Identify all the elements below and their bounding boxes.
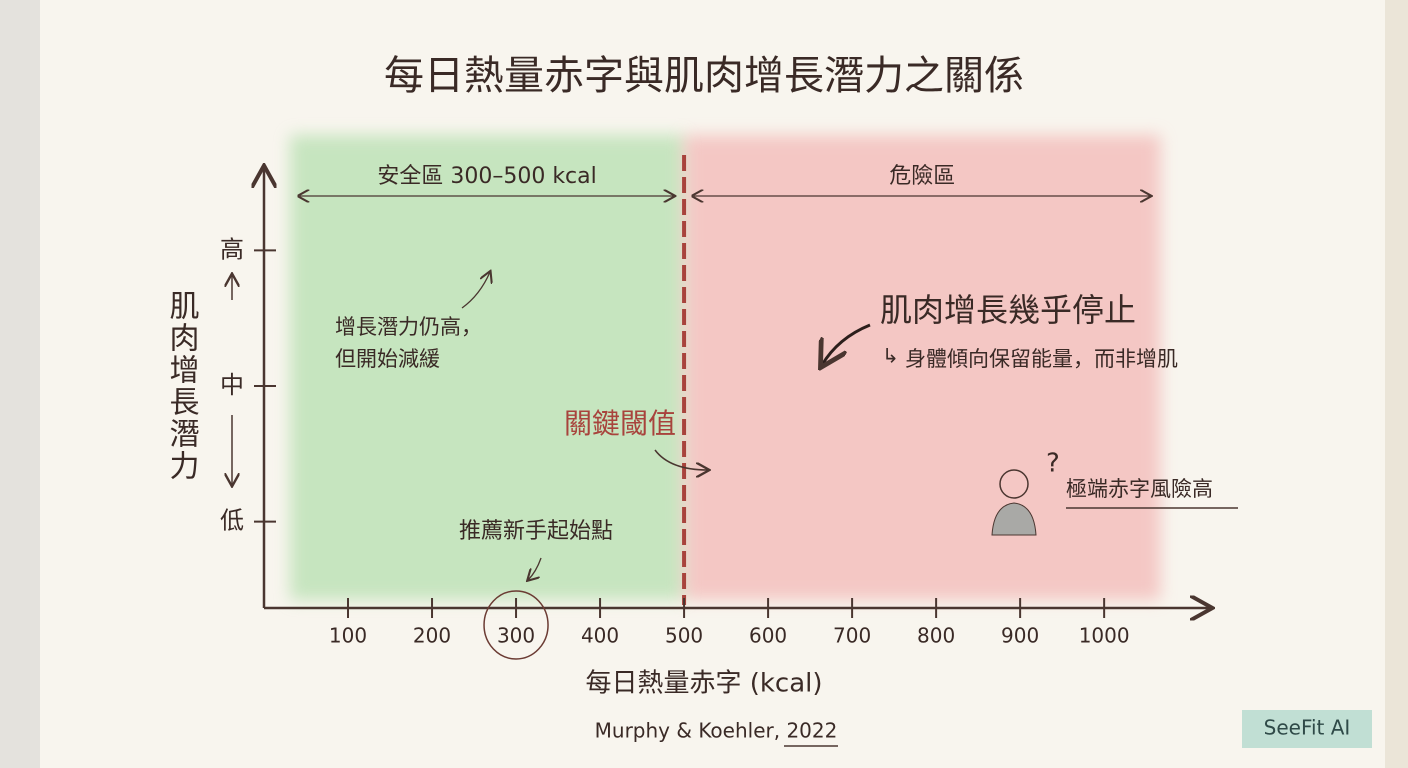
- x-tick-label: 200: [413, 624, 451, 648]
- page-edge: [1385, 0, 1408, 768]
- annotation: 肌肉增長幾乎停止: [880, 291, 1136, 329]
- person-body: [991, 502, 1037, 536]
- annotation: 增長潛力仍高，: [335, 315, 482, 339]
- x-tick-label: 1000: [1079, 624, 1130, 648]
- question-mark: ?: [1046, 449, 1060, 479]
- annotation: 極端赤字風險高: [1066, 477, 1213, 501]
- x-tick-label: 300: [497, 624, 535, 648]
- regions: [290, 135, 1161, 600]
- x-tick-label: 500: [665, 624, 703, 648]
- x-tick-label: 800: [917, 624, 955, 648]
- highlight-circle: [483, 590, 549, 660]
- y-tick-label: 高: [220, 235, 244, 263]
- region: [290, 135, 685, 600]
- highlight-arrow: [528, 557, 542, 580]
- y-axis-label: 肌肉增長潛力: [164, 290, 199, 482]
- x-tick-label: 400: [581, 624, 619, 648]
- region: [684, 135, 1161, 600]
- y-tick-label: 中: [220, 371, 244, 399]
- y-tick-label: 低: [220, 507, 244, 535]
- watermark: SeeFit AI: [1264, 716, 1351, 740]
- person-head: [999, 469, 1029, 499]
- annotation-arrow: [822, 323, 871, 365]
- binding: [0, 0, 40, 768]
- x-axis-label: 每日熱量赤字 (kcal): [585, 669, 822, 699]
- x-tick-label: 900: [1001, 624, 1039, 648]
- watermark-bg: [1242, 710, 1372, 748]
- x-tick-label: 600: [749, 624, 787, 648]
- threshold-label: 關鍵閾值: [564, 407, 676, 440]
- annotation-arrow: [461, 272, 490, 309]
- citation: Murphy & Koehler, 2022: [595, 719, 838, 743]
- x-tick-label: 700: [833, 624, 871, 648]
- x-tick-label: 100: [329, 624, 367, 648]
- threshold-arrow: [654, 449, 708, 470]
- highlight-label: 推薦新手起始點: [459, 519, 613, 544]
- annotation: 身體傾向保留能量，而非增肌: [905, 347, 1178, 371]
- annotation-hook: ↳: [882, 344, 899, 368]
- annotation: 但開始減緩: [335, 347, 440, 371]
- chart-title: 每日熱量赤字與肌肉增長潛力之關係: [384, 53, 1024, 99]
- region-label: 安全區 300–500 kcal: [377, 164, 596, 189]
- region-label: 危險區: [889, 164, 955, 189]
